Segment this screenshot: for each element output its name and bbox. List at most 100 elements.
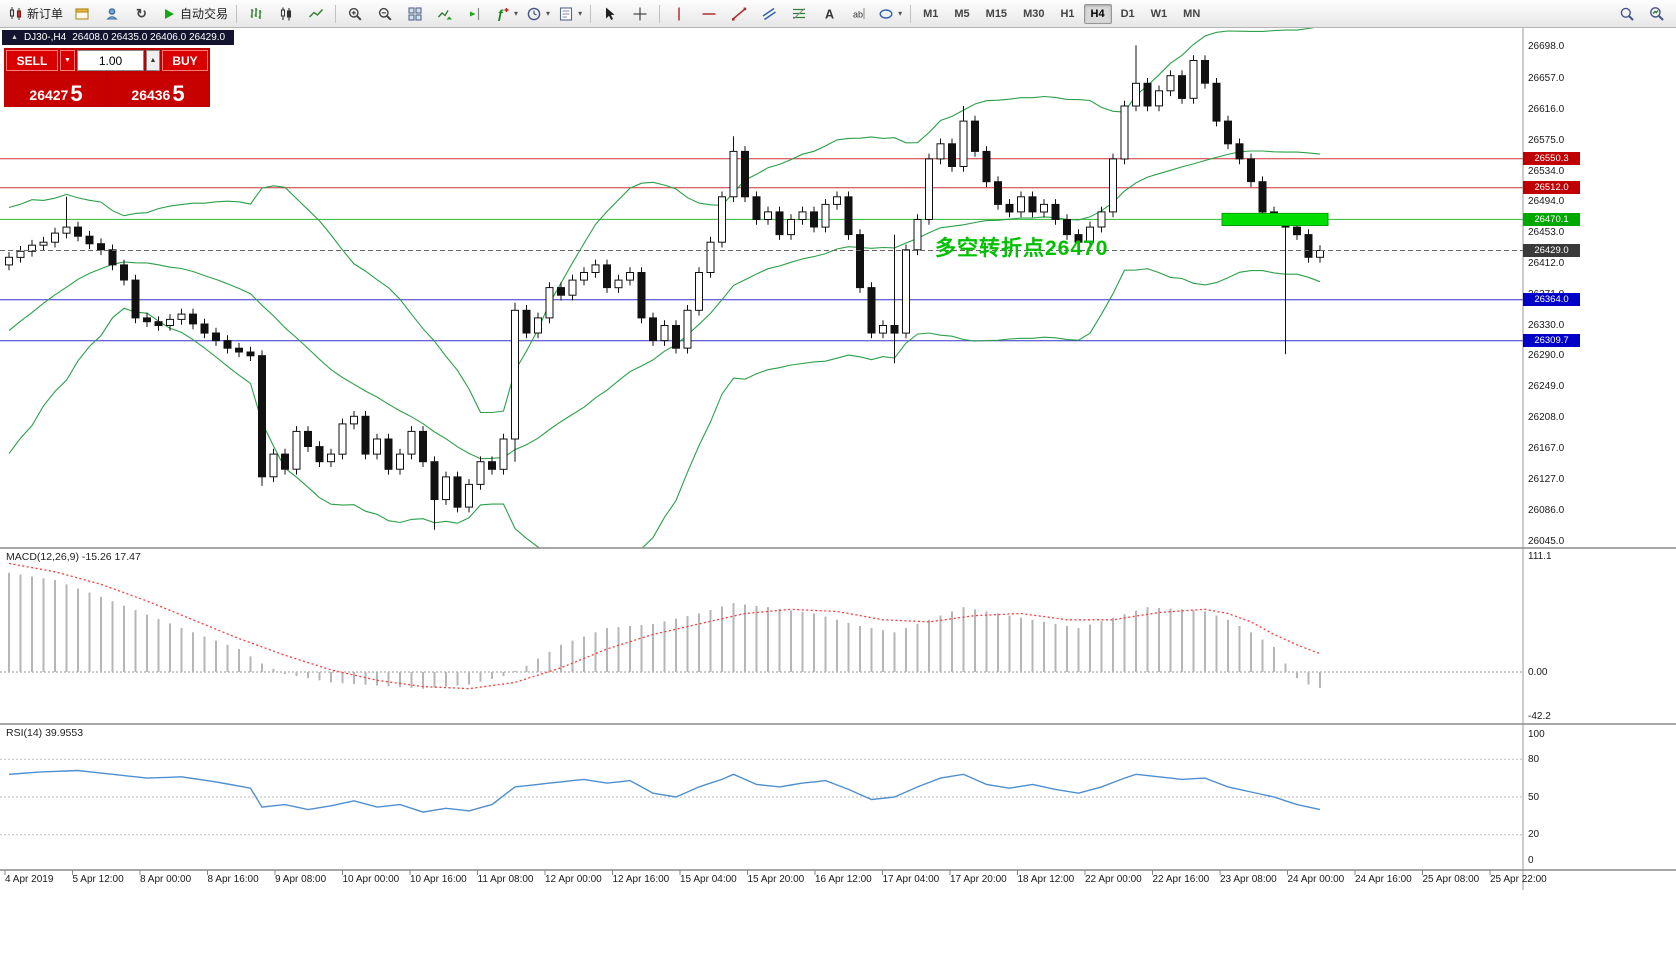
chevron-down-icon: ▾: [578, 9, 583, 18]
tile-icon: [407, 6, 423, 22]
buy-button[interactable]: BUY: [162, 50, 208, 71]
channel-icon: [761, 6, 777, 22]
volume-input[interactable]: [77, 50, 144, 71]
chart-canvas[interactable]: [0, 28, 1676, 954]
toolbar-shapes-tool-button[interactable]: ▾: [874, 2, 906, 26]
refresh-icon: ↻: [134, 6, 150, 22]
toolbar-quick-search-button[interactable]: [1642, 2, 1672, 26]
sell-price-main: 26427: [29, 87, 69, 103]
auto-trading-label: 自动交易: [180, 7, 229, 21]
toolbar-profiles-button[interactable]: [97, 2, 127, 26]
toolbar-candlestick-mode-button[interactable]: [271, 2, 301, 26]
svg-text:A: A: [825, 7, 834, 21]
toolbar-bar-chart-mode-button[interactable]: [241, 2, 271, 26]
toolbar-separator: [335, 4, 337, 23]
timeframe-h1-button[interactable]: H1: [1060, 7, 1075, 20]
toolbar-periods-button[interactable]: ▾: [522, 2, 554, 26]
toolbar-separator: [590, 4, 592, 23]
zoom-in-icon: [347, 6, 363, 22]
toolbar-text-tool-button[interactable]: A: [814, 2, 844, 26]
clock-icon: [526, 6, 542, 22]
text-icon: A: [821, 6, 837, 22]
sell-price-display[interactable]: 26427 5: [6, 73, 106, 105]
chart-symbol-period: DJ30-,H4: [23, 32, 67, 43]
zoom-out-icon: [377, 6, 393, 22]
cursor-icon: [602, 6, 618, 22]
label-icon: ab: [851, 6, 867, 22]
timeframe-m1-button[interactable]: M1: [923, 7, 939, 20]
chart-title-tab[interactable]: ▲ DJ30-,H4 26408.0 26435.0 26406.0 26429…: [2, 30, 235, 45]
one-click-controls: SELL ▼ ▲ BUY: [6, 50, 208, 71]
timeframe-mn-button[interactable]: MN: [1183, 7, 1201, 20]
buy-price-fraction: 5: [172, 81, 185, 107]
volume-increase-button[interactable]: ▲: [146, 50, 160, 71]
bars-icon: [248, 6, 264, 22]
one-click-trading-panel: SELL ▼ ▲ BUY 26427 5 26436 5: [4, 48, 210, 107]
macd-indicator-label: MACD(12,26,9) -15.26 17.47: [6, 551, 141, 563]
timeframe-h4-button[interactable]: H4: [1083, 3, 1112, 24]
one-click-prices: 26427 5 26436 5: [6, 73, 208, 105]
chart-area: 26698.0 26657.0 26616.0 26575.0 26534.0 26494…: [0, 28, 1676, 954]
toolbar-separator: [236, 4, 238, 23]
toolbar-horizontal-line-tool-button[interactable]: [694, 2, 724, 26]
timeframe-group: M1 M5 M15 M30 H1 H4 D1 W1 MN: [915, 0, 1208, 27]
template-icon: [558, 6, 574, 22]
line-icon: [308, 6, 324, 22]
toolbar-zoom-in-button[interactable]: [340, 2, 370, 26]
toolbar-cursor-tool-button[interactable]: [595, 2, 625, 26]
toolbar-indicators-list-button[interactable]: ƒ ▾: [490, 2, 522, 26]
toolbar-line-chart-mode-button[interactable]: [301, 2, 331, 26]
magnifier-chart-icon: [1649, 6, 1665, 22]
annotation-text: 多空转折点26470: [935, 237, 1109, 260]
toolbar-symbol-search-button[interactable]: [1612, 2, 1642, 26]
chevron-down-icon: ▾: [514, 9, 519, 18]
svg-text:↻: ↻: [136, 6, 147, 21]
svg-text:ab: ab: [853, 9, 863, 19]
chart-up-icon: ▲: [11, 34, 18, 41]
toolbar-refresh-button[interactable]: ↻: [127, 2, 157, 26]
timeframe-m30-button[interactable]: M30: [1023, 7, 1045, 20]
toolbar-vertical-line-tool-button[interactable]: [664, 2, 694, 26]
timeframe-m5-button[interactable]: M5: [954, 7, 970, 20]
crosshair-icon: [632, 6, 648, 22]
chevron-down-icon: ▼: [64, 57, 71, 64]
toolbar-trendline-tool-button[interactable]: [724, 2, 754, 26]
toolbar-separator: [659, 4, 661, 23]
new-order-icon: [8, 6, 24, 22]
toolbar-channel-tool-button[interactable]: [754, 2, 784, 26]
vline-icon: [671, 6, 687, 22]
toolbar-auto-scroll-button[interactable]: [430, 2, 460, 26]
toolbar-separator: [910, 4, 912, 23]
rsi-layer: [0, 758, 1523, 836]
magnifier-icon: [1619, 6, 1635, 22]
indicator-icon: ƒ: [494, 6, 510, 22]
chevron-down-icon: ▾: [546, 9, 551, 18]
toolbar-tile-windows-button[interactable]: [400, 2, 430, 26]
chevron-up-icon: ▲: [149, 57, 157, 64]
profile-icon: [104, 6, 120, 22]
toolbar-crosshair-tool-button[interactable]: [625, 2, 655, 26]
toolbar-label-tool-button[interactable]: ab: [844, 2, 874, 26]
toolbar-chart-shift-button[interactable]: [460, 2, 490, 26]
buy-price-display[interactable]: 26436 5: [108, 73, 208, 105]
toolbar-chart-window-button[interactable]: [67, 2, 97, 26]
hline-icon: [701, 6, 717, 22]
toolbar-zoom-out-button[interactable]: [370, 2, 400, 26]
chevron-down-icon: ▾: [898, 9, 903, 18]
window-icon: [74, 6, 90, 22]
toolbar-templates-button[interactable]: ▾: [554, 2, 586, 26]
autoscroll-icon: [437, 6, 453, 22]
trendline-icon: [731, 6, 747, 22]
toolbar-new-order-button[interactable]: 新订单: [4, 2, 67, 26]
timeframe-m15-button[interactable]: M15: [985, 7, 1008, 20]
toolbar-auto-trading-button[interactable]: 自动交易: [157, 2, 232, 26]
toolbar-fibonacci-tool-button[interactable]: [784, 2, 814, 26]
sell-button[interactable]: SELL: [6, 50, 58, 71]
macd-layer: [0, 562, 1523, 690]
volume-dropdown-button[interactable]: ▼: [60, 50, 75, 71]
timeframe-w1-button[interactable]: W1: [1150, 7, 1168, 20]
timeframe-d1-button[interactable]: D1: [1120, 7, 1135, 20]
play-icon: [161, 6, 177, 22]
